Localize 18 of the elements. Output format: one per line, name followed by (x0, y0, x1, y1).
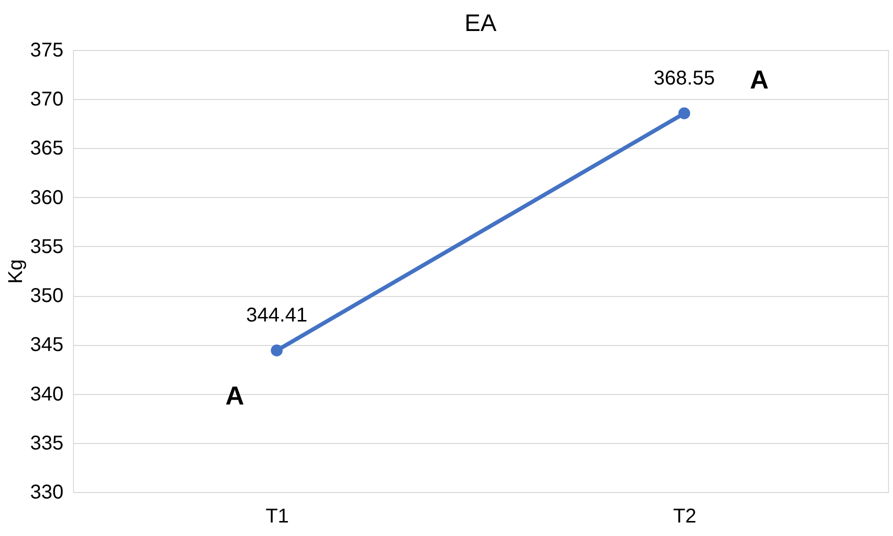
data-label: 344.41 (246, 304, 308, 326)
y-tick-label: 360 (30, 186, 64, 209)
y-tick-label: 370 (30, 88, 64, 111)
annotation: A (225, 380, 244, 410)
y-tick-label: 365 (30, 138, 64, 160)
chart-title: EA (464, 10, 497, 37)
y-tick-label: 345 (30, 334, 64, 356)
y-tick-label: 330 (30, 482, 64, 504)
y-axis-title: Kg (5, 259, 28, 284)
x-tick-label: T2 (673, 506, 696, 528)
y-tick-label: 350 (30, 285, 64, 308)
y-tick-label: 355 (30, 236, 64, 258)
data-label: 368.55 (654, 67, 715, 90)
annotation: A (750, 64, 769, 94)
y-tick-label: 375 (30, 40, 64, 62)
y-tick-label: 335 (30, 432, 64, 454)
x-tick-label: T1 (266, 506, 289, 528)
y-tick-label: 340 (30, 383, 64, 406)
